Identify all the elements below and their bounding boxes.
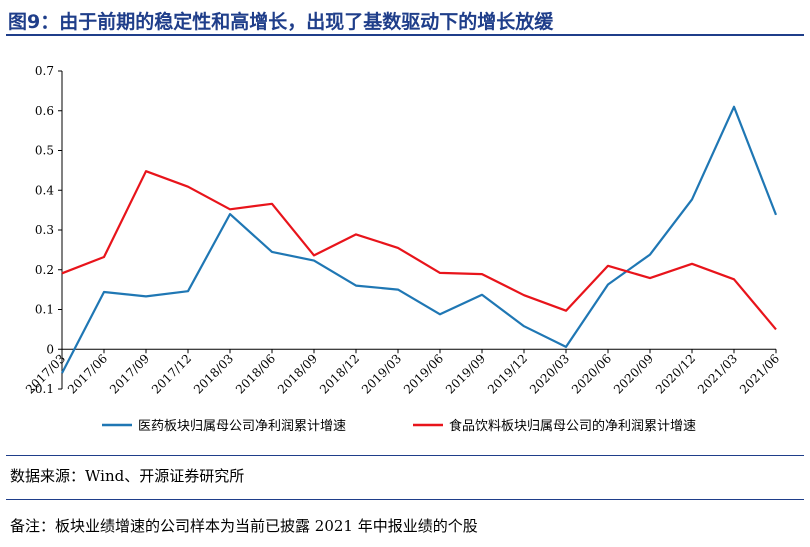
y-tick-label: 0.5 [35,144,54,158]
x-tick-label: 2020/06 [569,351,614,396]
x-tick-label: 2019/03 [359,351,404,396]
y-tick-label: -0.1 [31,382,54,396]
y-tick-label: 0.4 [35,183,54,197]
x-tick-label: 2017/06 [65,351,110,396]
x-tick-label: 2021/06 [737,351,782,396]
line-chart: 0.70.60.50.40.30.20.10-0.12017/032017/06… [23,64,782,434]
y-tick-label: 0.1 [35,303,54,317]
series-line-2 [61,170,777,331]
legend-label-2: 食品饮料板块归属母公司的净利润累计增速 [449,418,696,434]
x-tick-label: 2019/06 [401,351,446,396]
legend-label-1: 医药板块归属母公司净利润累计增速 [138,419,346,434]
source-text: 数据来源：Wind、开源证券研究所 [10,467,245,485]
x-tick-label: 2019/12 [485,351,530,396]
x-tick-label: 2017/12 [149,351,194,396]
y-tick-label: 0.3 [35,223,54,237]
y-tick-label: 0 [46,342,54,356]
y-tick-label: 0.7 [35,64,54,78]
x-tick-label: 2020/09 [611,351,656,396]
x-tick-label: 2017/09 [107,351,152,396]
x-tick-label: 2021/03 [695,351,740,396]
figure-title: 图9：由于前期的稳定性和高增长，出现了基数驱动下的增长放缓 [8,11,554,33]
x-tick-label: 2018/03 [191,351,236,396]
x-tick-label: 2018/06 [233,351,278,396]
y-tick-label: 0.2 [35,263,54,277]
legend: 医药板块归属母公司净利润累计增速 食品饮料板块归属母公司的净利润累计增速 [102,418,696,434]
x-tick-label: 2018/12 [317,351,362,396]
divider-rule [6,455,804,456]
x-tick-label: 2019/09 [443,351,488,396]
y-tick-label: 0.6 [35,104,54,118]
divider-rule [6,499,804,500]
series-lines [61,105,778,374]
x-tick-label: 2020/03 [527,351,572,396]
series-line-1 [61,105,778,374]
x-tick-label: 2020/12 [653,351,698,396]
x-tick-label: 2018/09 [275,351,320,396]
figure-title-bar: 图9：由于前期的稳定性和高增长，出现了基数驱动下的增长放缓 [6,4,804,36]
footnote-text: 备注：板块业绩增速的公司样本为当前已披露 2021 年中报业绩的个股 [10,517,478,535]
